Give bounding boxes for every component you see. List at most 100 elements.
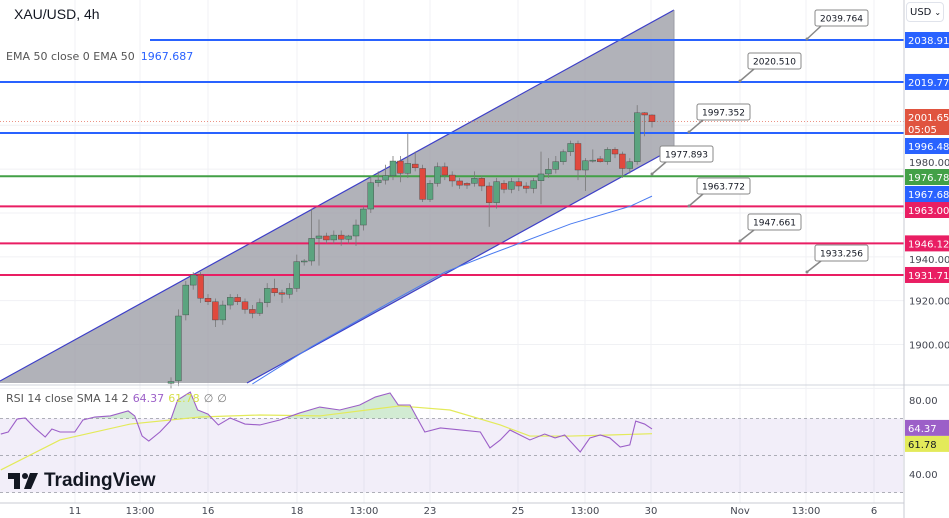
callout-label: 1977.893 [665, 151, 708, 161]
channel-upper-line[interactable] [0, 9, 675, 382]
time-axis[interactable]: 11 13:00 16 18 13:00 23 25 13:00 30 Nov 13:00 6 [69, 506, 878, 517]
level-price-tag-text: 2038.912 [908, 36, 949, 47]
candle [449, 171, 456, 187]
price-axis[interactable]: 1900.000 1920.000 1940.000 1980.000 2038.912… [905, 32, 949, 481]
candle [582, 158, 589, 192]
callout-box [814, 244, 869, 262]
candle-body [330, 234, 337, 241]
candle [212, 298, 219, 327]
callout-label: 1947.661 [753, 219, 796, 229]
level-price-tag: 1976.782 [905, 169, 949, 185]
candle-body [412, 163, 419, 169]
candle [338, 230, 345, 246]
callout-label: 1997.352 [702, 109, 745, 119]
candle [434, 162, 441, 187]
candles [167, 105, 656, 389]
candle-body [434, 166, 441, 184]
callout-box [696, 177, 751, 195]
candle [493, 177, 500, 209]
candle-body [352, 224, 360, 237]
candle-body [471, 178, 478, 184]
price-callout[interactable]: 2039.764 [805, 9, 869, 41]
candle-body [597, 158, 604, 162]
candle [545, 158, 552, 178]
price-callout[interactable]: 1947.661 [738, 213, 802, 243]
ema-line [252, 195, 653, 385]
time-tick: 23 [424, 506, 437, 517]
callout-label: 1933.256 [820, 250, 863, 260]
candle-body [212, 301, 219, 321]
candle [508, 177, 515, 194]
callout-anchor [805, 37, 809, 41]
candle-body [241, 301, 249, 310]
candle [189, 272, 197, 290]
candle [412, 151, 419, 172]
candle [167, 377, 175, 389]
candle-body [486, 185, 493, 203]
candle [389, 155, 397, 181]
level-price-tag: 1996.484 [905, 138, 949, 154]
candle-body [360, 208, 367, 226]
horizontal-levels [0, 39, 904, 276]
price-callout[interactable]: 2020.510 [738, 52, 802, 83]
price-callout[interactable]: 1933.256 [805, 244, 869, 274]
rsi-tick: 40.00 [909, 470, 938, 481]
callout-pointer [739, 68, 755, 82]
rsi-legend[interactable]: RSI 14 close SMA 14 2 64.37 61.78 ∅ ∅ [6, 392, 227, 405]
time-tick: 16 [202, 506, 215, 517]
candle [560, 149, 567, 165]
candle-body [197, 274, 204, 299]
currency-label: USD [910, 7, 932, 18]
price-tick: 1940.000 [909, 255, 949, 266]
candle-body [167, 381, 175, 384]
candle [530, 177, 537, 194]
candle-body [634, 112, 641, 162]
candle-body [375, 179, 382, 183]
level-price-tag: 1963.000 [905, 202, 949, 218]
candle-body [604, 149, 611, 162]
candle [241, 298, 249, 314]
price-tick: 1980.000 [909, 158, 949, 169]
ema-legend[interactable]: EMA 50 close 0 EMA 50 1967.687 [6, 50, 193, 63]
candle-body [301, 260, 308, 263]
candle-body [249, 309, 256, 314]
price-callout[interactable]: 1977.893 [650, 145, 714, 176]
rsi-legend-label: RSI 14 close SMA 14 2 [6, 392, 129, 405]
candle [634, 105, 641, 165]
currency-button[interactable]: USD ⌄ [906, 2, 944, 22]
callout-anchor [650, 172, 654, 176]
callout-box [814, 9, 869, 27]
candle [486, 182, 493, 227]
candle [352, 219, 360, 246]
level-price-tag-bg [905, 202, 949, 218]
price-callout[interactable]: 1997.352 [687, 103, 751, 134]
rsi-band-lines [0, 418, 903, 493]
level-price-tag-bg [905, 32, 949, 48]
rsi-value-tag-bg [905, 419, 949, 436]
candle-body [234, 297, 241, 302]
candle-body [515, 181, 522, 187]
rsi-legend-value: 64.37 [132, 392, 165, 405]
symbol-title[interactable]: XAU/USD, 4h [14, 6, 100, 22]
price-callout[interactable]: 1963.772 [687, 177, 751, 208]
time-tick: 6 [871, 506, 877, 517]
callout-box [747, 213, 802, 231]
candle [641, 112, 648, 137]
tradingview-logo[interactable]: TradingView [8, 470, 156, 492]
callout-pointer [688, 119, 704, 133]
candle-body [449, 174, 456, 182]
level-price-tag-text: 1976.782 [908, 173, 949, 184]
candle [219, 300, 227, 325]
rsi-legend-extra: ∅ [217, 392, 227, 405]
rsi-sma-value-tag-bg [905, 435, 949, 452]
rsi-overbought-fill [0, 392, 652, 419]
time-tick: Nov [730, 506, 750, 517]
callout-pointer [806, 25, 822, 40]
callout-label: 2039.764 [820, 15, 863, 25]
candle [367, 177, 374, 213]
candle-body [545, 169, 552, 175]
callout-anchor [687, 130, 691, 134]
level-price-tag-bg [905, 73, 949, 90]
candle [597, 155, 604, 163]
